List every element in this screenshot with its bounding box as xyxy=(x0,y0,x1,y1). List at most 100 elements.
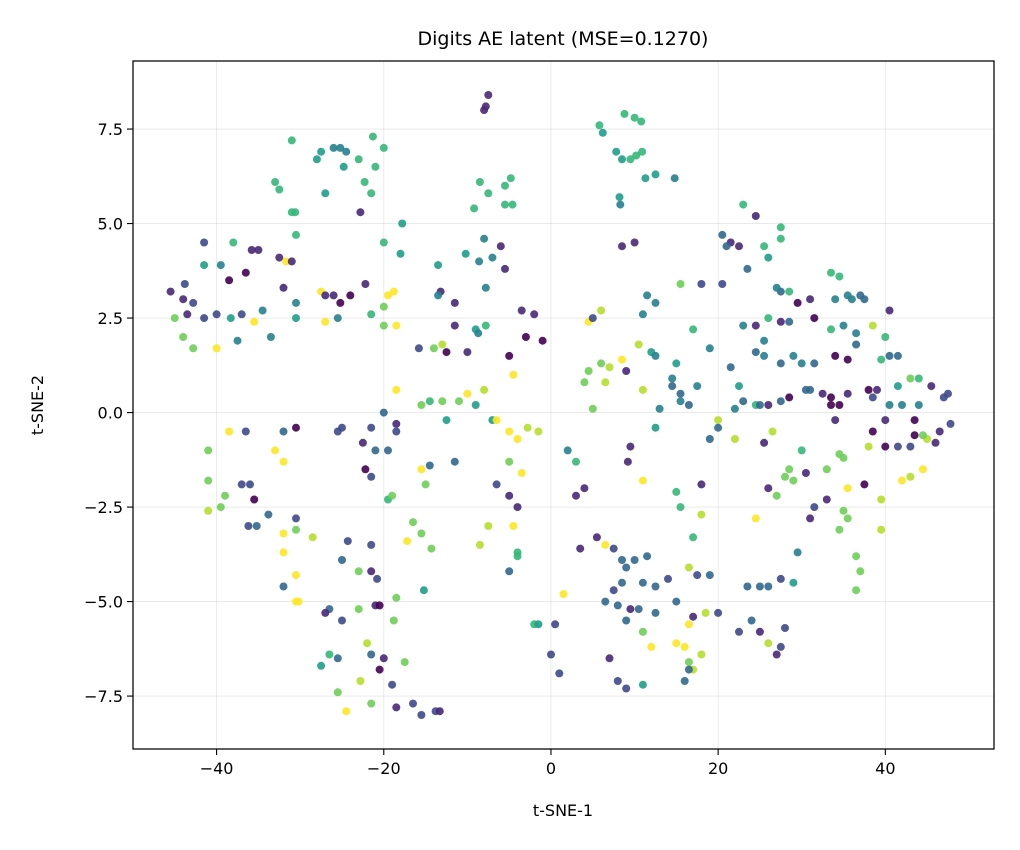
data-point xyxy=(772,491,781,500)
data-point xyxy=(684,665,693,674)
data-point xyxy=(822,495,831,504)
data-point xyxy=(618,155,626,164)
data-point xyxy=(944,389,952,398)
data-point xyxy=(367,650,376,659)
data-point xyxy=(338,556,346,564)
data-point xyxy=(651,170,660,179)
data-point xyxy=(455,397,463,406)
data-point xyxy=(342,707,351,716)
data-point xyxy=(843,484,852,493)
data-point xyxy=(258,306,267,315)
data-point xyxy=(496,242,505,251)
data-point xyxy=(684,620,693,629)
data-point xyxy=(225,276,234,285)
data-point xyxy=(722,242,731,251)
data-point xyxy=(367,189,376,198)
data-point xyxy=(244,522,253,530)
data-point xyxy=(893,351,902,360)
x-tick-label: −20 xyxy=(367,759,401,778)
data-point xyxy=(618,242,626,251)
data-point xyxy=(363,639,372,648)
data-point xyxy=(935,427,944,436)
data-point xyxy=(247,246,256,254)
data-point xyxy=(294,597,303,606)
data-point xyxy=(755,401,764,409)
data-point xyxy=(689,612,698,621)
data-point xyxy=(618,556,626,564)
data-point xyxy=(179,295,188,304)
data-point xyxy=(367,699,376,708)
data-point xyxy=(689,533,698,542)
data-point xyxy=(367,310,376,319)
data-point xyxy=(623,457,632,466)
data-point xyxy=(279,548,288,557)
data-point xyxy=(751,348,760,357)
data-point xyxy=(634,605,643,614)
data-point xyxy=(200,314,209,323)
data-point xyxy=(442,416,451,425)
data-point xyxy=(839,453,848,462)
data-point xyxy=(893,442,902,451)
data-point xyxy=(885,351,894,360)
data-point xyxy=(601,540,610,549)
data-point xyxy=(776,397,785,406)
data-point xyxy=(877,495,886,504)
data-point xyxy=(768,427,777,436)
data-point xyxy=(250,495,259,504)
data-point xyxy=(216,503,225,512)
data-point xyxy=(505,457,514,466)
data-point xyxy=(655,404,664,413)
data-point xyxy=(689,325,698,334)
x-tick-label: 40 xyxy=(875,759,895,778)
data-point xyxy=(668,382,677,391)
data-point xyxy=(601,378,610,387)
data-point xyxy=(630,238,639,247)
data-point xyxy=(827,268,835,277)
data-point xyxy=(403,537,412,546)
data-point xyxy=(398,219,407,228)
data-point xyxy=(697,510,706,519)
data-point xyxy=(534,427,543,436)
data-point xyxy=(241,268,250,277)
data-point xyxy=(839,506,848,515)
data-point xyxy=(501,264,509,273)
data-point xyxy=(918,465,927,474)
data-point xyxy=(864,442,873,451)
data-point xyxy=(760,438,769,447)
data-point xyxy=(776,574,785,583)
data-point xyxy=(475,178,484,186)
data-point xyxy=(429,344,438,353)
data-point xyxy=(806,385,815,394)
data-point xyxy=(388,680,397,689)
data-point xyxy=(697,480,706,489)
data-point xyxy=(718,280,727,288)
data-point xyxy=(693,382,702,391)
data-point xyxy=(776,223,785,232)
data-point xyxy=(676,503,685,512)
data-point xyxy=(233,336,242,345)
x-tick-label: 0 xyxy=(546,759,556,778)
data-point xyxy=(641,174,650,183)
data-point xyxy=(346,291,355,300)
data-point xyxy=(475,540,484,549)
data-point xyxy=(906,442,915,451)
data-point xyxy=(776,234,785,243)
data-point xyxy=(672,487,681,496)
data-point xyxy=(506,174,515,183)
data-point xyxy=(651,351,660,360)
y-axis: −7.5 −5.0 −2.5 0.0 2.5 5.0 7.5 xyxy=(84,120,133,706)
data-point xyxy=(789,351,798,360)
data-point xyxy=(384,446,392,455)
data-point xyxy=(672,597,681,606)
data-point xyxy=(292,230,300,239)
data-point xyxy=(735,627,743,636)
data-point xyxy=(626,155,635,164)
data-point xyxy=(626,442,635,451)
data-point xyxy=(755,627,764,636)
data-point xyxy=(308,533,317,542)
data-point xyxy=(434,261,443,270)
data-point xyxy=(751,321,760,330)
data-point xyxy=(898,476,906,485)
data-point xyxy=(333,654,342,663)
